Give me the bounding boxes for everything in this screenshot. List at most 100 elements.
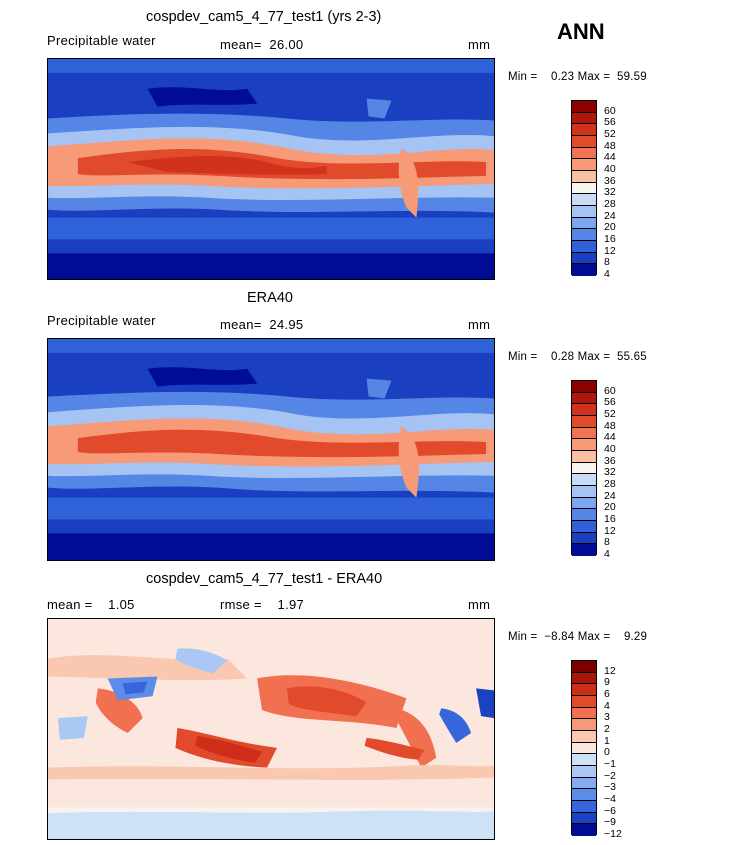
diff-colorbar-tick-label: 9 <box>604 676 610 689</box>
obs-colorbar-tick-label: 20 <box>604 501 616 514</box>
obs-colorbar-swatch <box>572 485 596 498</box>
diff-minmax-label: Min = −8.84 Max = 9.29 <box>508 631 648 643</box>
diff-colorbar-tick-label: 2 <box>604 723 610 735</box>
model-colorbar-tick-label: 20 <box>604 221 616 234</box>
obs-colorbar-swatch <box>572 392 596 405</box>
obs-colorbar-tick-label: 56 <box>604 396 616 409</box>
model-colorbar-swatch <box>572 264 596 276</box>
model-colorbar-tick-label: 44 <box>604 151 616 164</box>
obs-units-label: mm <box>468 317 491 332</box>
model-variable-label: Precipitable water <box>47 33 156 48</box>
obs-minmax-label: Min = 0.28 Max = 55.65 <box>508 351 647 363</box>
diff-colorbar-swatch <box>572 777 596 790</box>
model-colorbar-tick-label: 28 <box>604 198 616 210</box>
obs-colorbar-swatch <box>572 532 596 545</box>
diff-colorbar-tick-label: −3 <box>604 781 616 794</box>
diff-colorbar-tick-label: 0 <box>604 746 610 759</box>
obs-colorbar-tick-label: 40 <box>604 443 616 455</box>
diff-colorbar-swatch <box>572 672 596 685</box>
obs-colorbar-tick-label: 24 <box>604 489 616 502</box>
obs-colorbar-tick-label: 32 <box>604 466 616 479</box>
model-colorbar-swatch <box>572 194 596 206</box>
diff-colorbar-swatch <box>572 800 596 813</box>
model-colorbar-swatch <box>572 205 596 218</box>
model-colorbar-swatch <box>572 229 596 241</box>
season-label: ANN <box>557 19 605 44</box>
model-colorbar-tick-label: 4 <box>604 268 610 280</box>
obs-colorbar-tick-label: 16 <box>604 513 616 525</box>
diff-colorbar-tick-label: 1 <box>604 734 610 747</box>
model-colorbar-tick-label: 24 <box>604 209 616 222</box>
diff-colorbar-tick-label: −2 <box>604 769 616 782</box>
model-colorbar-swatch <box>572 252 596 265</box>
obs-colorbar-swatch <box>572 509 596 521</box>
obs-panel-title: ERA40 <box>247 290 293 306</box>
obs-colorbar-tick-label: 28 <box>604 478 616 490</box>
obs-colorbar-tick-label: 12 <box>604 524 616 537</box>
diff-panel-title: cospdev_cam5_4_77_test1 - ERA40 <box>146 571 383 587</box>
diff-colorbar <box>571 660 597 836</box>
model-colorbar-swatch <box>572 112 596 125</box>
model-colorbar-tick-label: 8 <box>604 256 610 269</box>
obs-colorbar-swatch <box>572 450 596 463</box>
diff-colorbar-tick-label: 4 <box>604 699 610 712</box>
model-colorbar-tick-label: 12 <box>604 244 616 257</box>
model-colorbar-tick-label: 48 <box>604 139 616 152</box>
model-colorbar-swatch <box>572 240 596 253</box>
diff-units-label: mm <box>468 597 491 612</box>
obs-colorbar-tick-label: 52 <box>604 408 616 420</box>
model-colorbar-tick-label: 36 <box>604 174 616 187</box>
diff-colorbar-tick-label: −12 <box>604 828 622 840</box>
diff-colorbar-swatch <box>572 719 596 731</box>
obs-mean-label: mean= 24.95 <box>220 317 304 332</box>
diff-colorbar-swatch <box>572 730 596 743</box>
diff-colorbar-tick-label: −9 <box>604 816 616 829</box>
model-map <box>47 58 495 280</box>
diff-colorbar-swatch <box>572 824 596 836</box>
obs-colorbar-swatch <box>572 427 596 440</box>
diff-colorbar-swatch <box>572 707 596 720</box>
model-mean-label: mean= 26.00 <box>220 37 304 52</box>
model-colorbar-swatch <box>572 101 596 113</box>
obs-colorbar-swatch <box>572 497 596 510</box>
model-colorbar-tick-label: 16 <box>604 233 616 245</box>
diff-rmse-label: rmse = 1.97 <box>220 597 305 612</box>
obs-colorbar-tick-label: 36 <box>604 454 616 467</box>
model-colorbar-swatch <box>572 159 596 171</box>
obs-colorbar-swatch <box>572 439 596 451</box>
diff-mean-label: mean = 1.05 <box>47 597 135 612</box>
diff-colorbar-swatch <box>572 754 596 766</box>
model-minmax-label: Min = 0.23 Max = 59.59 <box>508 71 647 83</box>
model-colorbar-swatch <box>572 147 596 160</box>
obs-colorbar-swatch <box>572 415 596 428</box>
obs-colorbar-tick-label: 4 <box>604 548 610 560</box>
model-colorbar-tick-label: 60 <box>604 104 616 117</box>
obs-colorbar <box>571 380 597 556</box>
model-colorbar-tick-label: 32 <box>604 186 616 199</box>
model-colorbar-tick-label: 40 <box>604 163 616 175</box>
diff-colorbar-swatch <box>572 812 596 825</box>
model-colorbar-swatch <box>572 170 596 183</box>
model-colorbar-swatch <box>572 124 596 136</box>
obs-colorbar-tick-label: 8 <box>604 536 610 549</box>
obs-colorbar-tick-label: 60 <box>604 384 616 397</box>
obs-colorbar-swatch <box>572 474 596 486</box>
diff-colorbar-tick-label: −6 <box>604 804 616 817</box>
diff-colorbar-tick-label: 12 <box>604 664 616 677</box>
diff-colorbar-swatch <box>572 695 596 708</box>
obs-colorbar-swatch <box>572 520 596 533</box>
model-panel-title: cospdev_cam5_4_77_test1 (yrs 2-3) <box>146 9 382 25</box>
diff-colorbar-tick-label: 6 <box>604 688 610 700</box>
model-colorbar-tick-label: 56 <box>604 116 616 129</box>
obs-colorbar-swatch <box>572 381 596 393</box>
diff-colorbar-swatch <box>572 684 596 696</box>
obs-colorbar-tick-label: 44 <box>604 431 616 444</box>
obs-variable-label: Precipitable water <box>47 313 156 328</box>
diff-colorbar-tick-label: −1 <box>604 758 616 770</box>
model-colorbar-swatch <box>572 217 596 230</box>
obs-map <box>47 338 495 561</box>
diff-map <box>47 618 495 840</box>
model-colorbar-swatch <box>572 135 596 148</box>
diff-map-plot <box>48 619 494 839</box>
diff-colorbar-swatch <box>572 789 596 801</box>
